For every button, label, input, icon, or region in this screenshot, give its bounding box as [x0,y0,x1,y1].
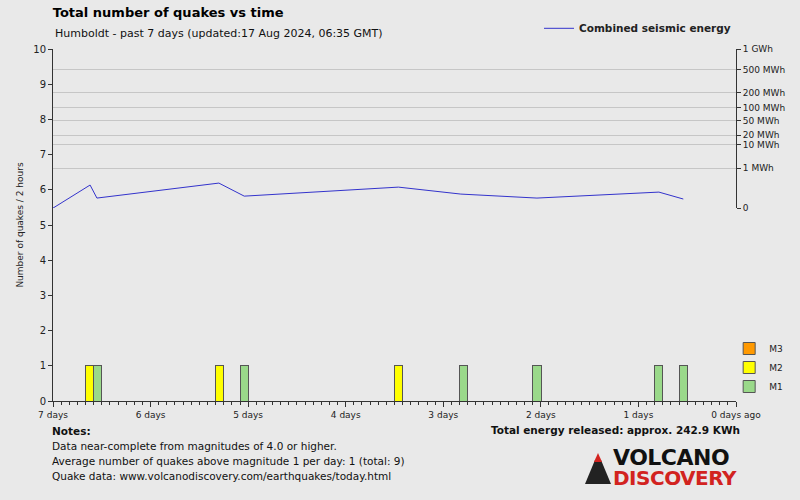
svg-text:Humboldt - past 7 days (update: Humboldt - past 7 days (updated:17 Aug 2… [55,27,383,40]
html-text:Notes:: Notes: [52,425,91,437]
svg-text:4: 4 [40,255,46,266]
svg-text:2 days: 2 days [526,410,556,420]
svg-text:5 days: 5 days [233,410,263,420]
svg-text:6 days: 6 days [136,410,166,420]
svg-text:200 MWh: 200 MWh [743,88,785,98]
svg-text:50 MWh: 50 MWh [743,116,780,126]
svg-text:Number of quakes / 2 hours: Number of quakes / 2 hours [15,162,25,288]
svg-text:500 MWh: 500 MWh [743,65,785,75]
svg-text:M2: M2 [769,363,783,373]
html-text:DISCOVERY: DISCOVERY [613,466,736,490]
svg-text:1 days: 1 days [624,410,654,420]
html-text:VOLCANO: VOLCANO [613,445,730,470]
svg-text:M3: M3 [769,344,783,354]
svg-text:10 MWh: 10 MWh [743,140,780,150]
svg-text:1 MWh: 1 MWh [743,163,774,173]
svg-text:6: 6 [40,184,46,195]
svg-text:3: 3 [40,290,46,301]
svg-text:20 MWh: 20 MWh [743,130,780,140]
html-text:Average number of quakes above: Average number of quakes above magnitude… [52,455,405,467]
svg-text:0: 0 [743,203,749,213]
svg-text:0: 0 [40,396,46,407]
svg-text:7: 7 [40,149,46,160]
svg-text:8: 8 [40,114,46,125]
svg-text:9: 9 [40,79,46,90]
svg-text:0 days ago: 0 days ago [711,410,761,420]
html-text:Total energy released: approx.: Total energy released: approx. 242.9 KWh [490,424,740,436]
svg-text:100 MWh: 100 MWh [743,103,785,113]
svg-text:7 days: 7 days [38,410,68,420]
svg-text:2: 2 [40,325,46,336]
svg-text:1: 1 [40,360,46,371]
svg-text:10: 10 [33,44,46,55]
svg-text:Combined seismic energy: Combined seismic energy [579,22,731,34]
html-text:Quake data: www.volcanodiscove: Quake data: www.volcanodiscovery.com/ear… [52,470,392,482]
svg-text:1 GWh: 1 GWh [743,44,773,54]
svg-text:4 days: 4 days [331,410,361,420]
svg-text:M1: M1 [769,382,783,392]
svg-text:3 days: 3 days [428,410,458,420]
svg-text:Total number of quakes vs time: Total number of quakes vs time [53,5,284,20]
svg-text:5: 5 [40,220,46,231]
html-text:Data near-complete from magnit: Data near-complete from magnitudes of 4.… [52,440,337,452]
